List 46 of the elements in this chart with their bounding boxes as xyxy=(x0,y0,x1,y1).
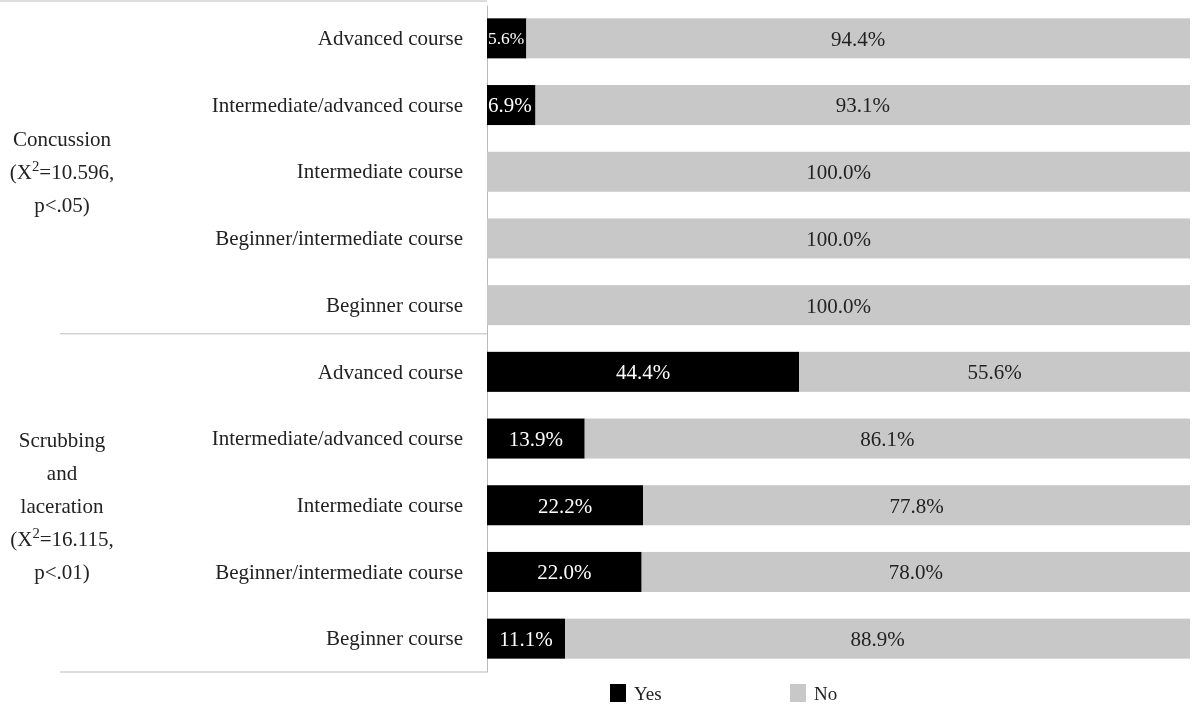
data-label: 22.2% xyxy=(537,493,593,518)
data-label: 78.0% xyxy=(888,560,943,585)
bar xyxy=(643,485,1190,526)
data-label: 86.1% xyxy=(860,426,915,451)
y-tick-label: Intermediate course xyxy=(296,159,463,184)
bar xyxy=(487,485,644,526)
y-tick-label: Intermediate course xyxy=(296,492,463,517)
bar xyxy=(487,285,1190,326)
data-label: 11.1% xyxy=(499,627,553,651)
data-label: 100.0% xyxy=(806,226,871,251)
data-label: 22.0% xyxy=(537,560,592,585)
data-label: 94.4% xyxy=(831,26,886,51)
data-label: 44.4% xyxy=(615,360,671,385)
y-tick-label: Beginner/intermediate course xyxy=(215,226,463,251)
data-label: 13.9% xyxy=(508,426,563,451)
data-label: 6.9% xyxy=(488,93,532,118)
y-tick-label: Beginner course xyxy=(325,626,463,651)
y-tick-label: Advanced course xyxy=(317,359,463,384)
bar xyxy=(565,618,1190,659)
y-tick-label: Beginner/intermediate course xyxy=(215,559,463,584)
data-label: 100.0% xyxy=(806,160,871,185)
bar xyxy=(487,618,566,659)
text: Scrubbing and laceration (X$^{2}$=16.115, p<.01) xyxy=(10,427,114,584)
data-label: 88.9% xyxy=(850,627,905,651)
bar xyxy=(641,551,1190,592)
bar xyxy=(487,551,642,592)
legend-label: Yes xyxy=(634,682,662,704)
bar xyxy=(584,418,1190,459)
bar xyxy=(799,351,1190,392)
legend-label: No xyxy=(814,682,838,704)
bar xyxy=(487,151,1190,192)
bar xyxy=(487,351,800,392)
y-tick-label: Intermediate/advanced course xyxy=(211,426,463,451)
bar xyxy=(487,418,585,459)
y-tick-label: Intermediate/advanced course xyxy=(211,92,463,117)
data-label: 5.6% xyxy=(488,28,525,49)
bar xyxy=(535,85,1190,126)
text: Concussion (X$^{2}$=10.596, p<.05) xyxy=(9,127,115,218)
y-tick-label: Beginner course xyxy=(325,292,463,317)
data-label: 55.6% xyxy=(967,360,1022,385)
y-tick-label: Advanced course xyxy=(317,26,463,51)
data-label: 93.1% xyxy=(835,93,890,118)
bar xyxy=(526,18,1190,59)
data-label: 100.0% xyxy=(806,293,871,318)
data-label: 77.8% xyxy=(889,493,944,518)
bar xyxy=(487,218,1190,259)
